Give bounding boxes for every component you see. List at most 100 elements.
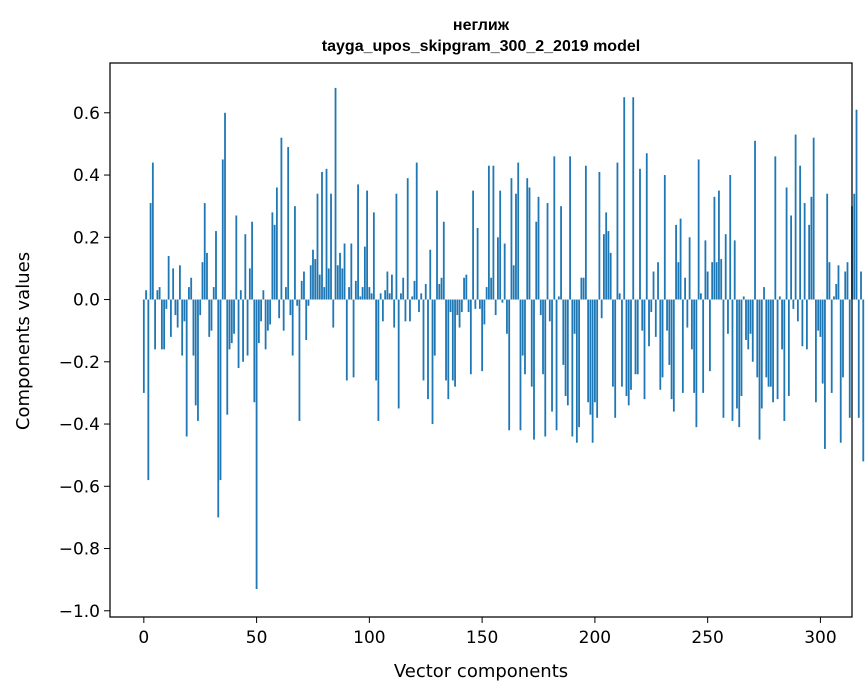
bar-61	[280, 137, 283, 300]
bar-194	[580, 277, 583, 300]
bar-143	[465, 274, 468, 300]
bar-14	[174, 299, 177, 316]
y-tick-label: −0.8	[59, 540, 100, 560]
y-tick-label: −0.2	[59, 353, 100, 373]
bar-303	[826, 193, 829, 300]
bar-265	[740, 299, 743, 397]
y-tick-label: 0.2	[73, 228, 100, 248]
bar-289	[794, 134, 797, 300]
bar-31	[212, 287, 215, 300]
bar-226	[652, 271, 655, 300]
bar-93	[352, 299, 355, 378]
x-axis-ticks: 0 50 100 150 200 250 300	[138, 617, 837, 648]
bar-7	[158, 287, 161, 300]
bar-96	[359, 296, 362, 300]
bar-207	[609, 252, 612, 300]
bar-127	[429, 249, 432, 300]
bar-234	[670, 299, 673, 400]
bar-256	[720, 259, 723, 300]
bar-73	[307, 299, 310, 306]
bar-68	[296, 299, 299, 306]
bar-74	[309, 265, 312, 300]
bar-25	[199, 299, 202, 316]
bar-75	[312, 249, 314, 300]
bar-80	[323, 287, 326, 300]
bar-168	[521, 299, 524, 356]
y-tick-label: 0.4	[73, 166, 100, 186]
x-tick-label: 50	[246, 628, 268, 648]
bar-271	[754, 140, 756, 300]
bar-162	[508, 299, 511, 431]
bar-227	[654, 299, 657, 337]
bar-72	[305, 299, 308, 340]
bar-78	[318, 274, 321, 300]
bar-159	[501, 299, 504, 303]
bar-160	[503, 243, 506, 300]
chart-subtitle: tayga_upos_skipgram_300_2_2019 model	[322, 38, 640, 55]
bar-2	[147, 299, 150, 481]
bar-151	[483, 299, 486, 325]
bar-89	[343, 243, 346, 300]
bar-158	[499, 190, 502, 300]
bar-19	[185, 299, 188, 437]
y-tick-label: 0.6	[73, 104, 100, 124]
bar-279	[772, 299, 774, 403]
bar-189	[569, 156, 571, 300]
bar-41	[235, 215, 238, 300]
bar-4	[151, 162, 154, 300]
bar-123	[420, 293, 423, 300]
bar-49	[253, 299, 256, 403]
bar-98	[363, 246, 366, 300]
bar-288	[792, 299, 795, 309]
bar-216	[630, 299, 632, 390]
bar-103	[375, 299, 378, 381]
bar-181	[551, 299, 553, 412]
bar-150	[481, 299, 484, 372]
bar-260	[729, 175, 732, 300]
bar-221	[641, 299, 644, 331]
bar-94	[354, 280, 357, 300]
bar-142	[463, 277, 465, 300]
bar-122	[418, 299, 420, 312]
bar-195	[582, 277, 585, 300]
y-tick-label: 0.0	[73, 291, 100, 311]
y-tick-label: −0.6	[59, 477, 100, 497]
bar-266	[742, 296, 745, 300]
bar-212	[621, 299, 623, 387]
bar-213	[623, 97, 626, 300]
bar-274	[760, 299, 763, 409]
bar-276	[765, 299, 768, 378]
bar-182	[553, 156, 556, 300]
bar-203	[600, 299, 603, 319]
bar-46	[246, 299, 249, 356]
bar-33	[217, 299, 220, 518]
bar-3	[149, 203, 152, 300]
bar-198	[589, 299, 592, 415]
bar-62	[282, 299, 285, 331]
bar-42	[237, 299, 240, 369]
bar-131	[438, 283, 441, 300]
y-axis-ticks: −1.0 −0.8 −0.6 −0.4 −0.2 0.0 0.2 0.4 0.6	[59, 104, 110, 622]
bar-99	[366, 190, 368, 300]
bar-164	[512, 265, 515, 300]
bar-268	[747, 299, 750, 350]
y-tick-label: −0.4	[59, 415, 100, 435]
bar-86	[336, 265, 339, 300]
bar-22	[192, 299, 195, 356]
bar-66	[291, 299, 294, 356]
bar-215	[627, 299, 630, 406]
bar-102	[372, 212, 375, 300]
bar-104	[377, 299, 380, 421]
bar-204	[603, 234, 605, 300]
bar-252	[711, 262, 714, 300]
bar-112	[395, 193, 398, 300]
bar-297	[812, 137, 815, 300]
bar-180	[548, 299, 551, 322]
x-tick-label: 250	[691, 628, 723, 648]
bar-272	[756, 299, 759, 378]
x-tick-label: 200	[579, 628, 611, 648]
bar-97	[361, 287, 364, 300]
bar-211	[618, 293, 621, 300]
bar-27	[203, 203, 206, 300]
bar-290	[796, 299, 799, 322]
